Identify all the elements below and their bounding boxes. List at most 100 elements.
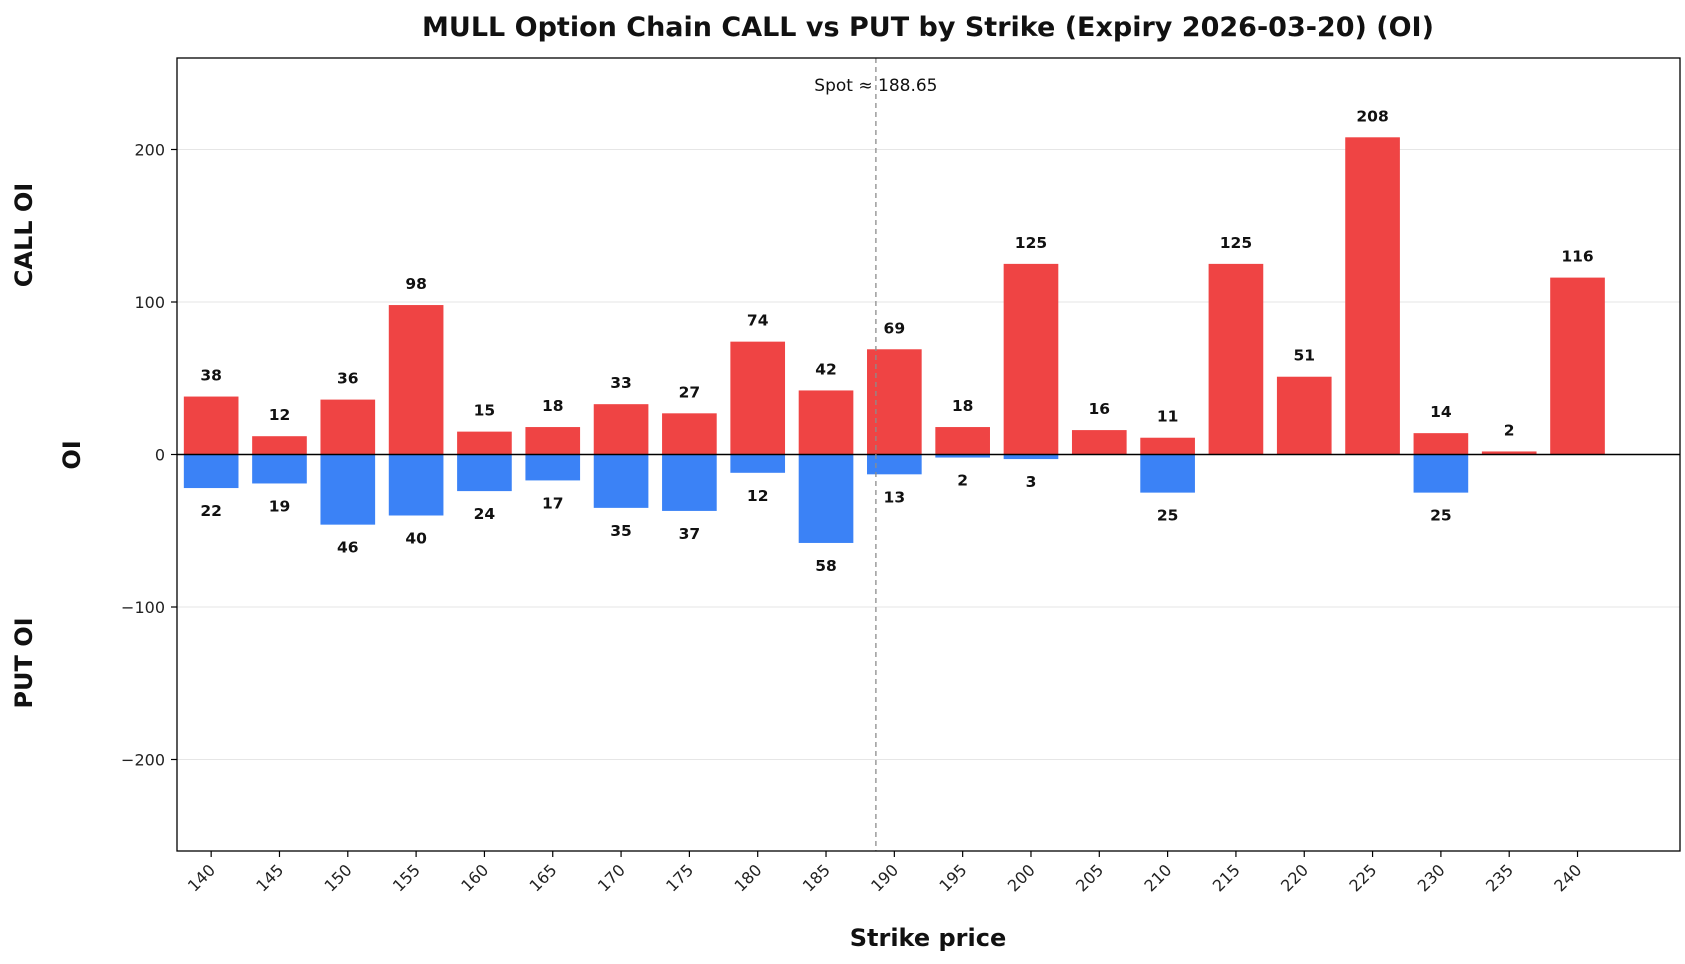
x-tick-label: 200 bbox=[1004, 860, 1039, 895]
put-bar bbox=[320, 454, 376, 525]
x-tick-label: 155 bbox=[389, 860, 424, 895]
put-value-label: 46 bbox=[337, 539, 359, 557]
call-value-label: 33 bbox=[610, 374, 632, 392]
put-value-label: 37 bbox=[679, 525, 701, 543]
put-value-label: 3 bbox=[1026, 473, 1037, 491]
x-tick-label: 145 bbox=[252, 860, 287, 895]
x-tick-label: 170 bbox=[594, 860, 629, 895]
chart-title: MULL Option Chain CALL vs PUT by Strike … bbox=[422, 12, 1434, 43]
put-value-label: 58 bbox=[815, 557, 837, 575]
call-value-label: 51 bbox=[1293, 347, 1315, 365]
y-axis-label: OI bbox=[58, 440, 86, 469]
call-bar bbox=[388, 305, 444, 455]
x-axis-label: Strike price bbox=[850, 924, 1007, 952]
call-value-label: 42 bbox=[815, 360, 837, 378]
call-bar bbox=[593, 404, 649, 455]
call-value-label: 36 bbox=[337, 370, 359, 388]
x-tick-label: 235 bbox=[1482, 860, 1517, 895]
put-bar bbox=[662, 454, 717, 511]
call-bar bbox=[935, 427, 990, 455]
y-tick-label: −100 bbox=[121, 598, 165, 617]
put-value-label: 17 bbox=[542, 494, 564, 512]
put-bar bbox=[1413, 454, 1469, 493]
y-tick-label: 200 bbox=[134, 141, 165, 160]
call-bar bbox=[252, 436, 307, 455]
x-tick-label: 225 bbox=[1345, 860, 1380, 895]
call-bar bbox=[662, 413, 717, 455]
call-value-label: 11 bbox=[1157, 408, 1179, 426]
x-tick-label: 220 bbox=[1277, 860, 1312, 895]
put-bar bbox=[525, 454, 581, 481]
call-bar bbox=[1071, 430, 1127, 455]
x-tick-label: 175 bbox=[662, 860, 697, 895]
put-bar bbox=[1003, 454, 1059, 460]
x-tick-label: 215 bbox=[1209, 860, 1244, 895]
call-value-label: 69 bbox=[884, 319, 906, 337]
x-tick-label: 150 bbox=[321, 860, 356, 895]
x-tick-label: 230 bbox=[1414, 860, 1449, 895]
put-value-label: 25 bbox=[1157, 507, 1179, 525]
call-bar bbox=[798, 390, 854, 455]
call-value-label: 38 bbox=[200, 367, 222, 385]
put-bar bbox=[935, 454, 990, 458]
call-value-label: 12 bbox=[269, 406, 291, 424]
call-value-label: 98 bbox=[405, 275, 427, 293]
put-bar bbox=[457, 454, 512, 492]
x-tick-label: 190 bbox=[867, 860, 902, 895]
call-value-label: 125 bbox=[1220, 234, 1252, 252]
call-value-label: 116 bbox=[1561, 248, 1593, 266]
call-value-label: 14 bbox=[1430, 403, 1452, 421]
y-axis-label-put: PUT OI bbox=[10, 617, 38, 708]
call-value-label: 27 bbox=[679, 383, 701, 401]
spot-label: Spot ≈ 188.65 bbox=[814, 76, 937, 96]
call-bar bbox=[867, 349, 922, 455]
call-bar bbox=[1345, 137, 1400, 455]
put-value-label: 40 bbox=[405, 530, 427, 548]
x-tick-label: 160 bbox=[457, 860, 492, 895]
call-value-label: 15 bbox=[474, 402, 496, 420]
x-tick-label: 205 bbox=[1072, 860, 1107, 895]
x-tick-label: 180 bbox=[730, 860, 765, 895]
put-value-label: 25 bbox=[1430, 507, 1452, 525]
call-value-label: 208 bbox=[1356, 107, 1388, 125]
put-value-label: 13 bbox=[884, 488, 906, 506]
call-value-label: 125 bbox=[1015, 234, 1047, 252]
call-bar bbox=[1550, 277, 1605, 455]
put-bar bbox=[593, 454, 649, 508]
y-axis-label-call: CALL OI bbox=[10, 183, 38, 287]
put-bar bbox=[730, 454, 786, 473]
call-bar bbox=[183, 396, 239, 455]
put-bar bbox=[388, 454, 444, 516]
y-tick-label: 100 bbox=[134, 293, 165, 312]
x-tick-label: 165 bbox=[526, 860, 561, 895]
y-tick-label: −200 bbox=[121, 751, 165, 770]
call-value-label: 74 bbox=[747, 312, 769, 330]
x-tick-label: 185 bbox=[799, 860, 834, 895]
call-value-label: 2 bbox=[1504, 421, 1515, 439]
x-tick-label: 195 bbox=[935, 860, 970, 895]
put-value-label: 19 bbox=[269, 497, 291, 515]
put-value-label: 24 bbox=[474, 505, 496, 523]
call-bar bbox=[1276, 376, 1332, 455]
call-bar bbox=[1481, 451, 1537, 455]
call-bar bbox=[457, 431, 512, 455]
x-tick-label: 240 bbox=[1550, 860, 1585, 895]
call-bar bbox=[1003, 263, 1059, 455]
call-bar bbox=[1140, 437, 1195, 455]
x-tick-label: 140 bbox=[184, 860, 219, 895]
x-tick-label: 210 bbox=[1140, 860, 1175, 895]
put-value-label: 22 bbox=[200, 502, 222, 520]
call-bar bbox=[730, 341, 786, 455]
y-tick-label: 0 bbox=[155, 446, 165, 465]
put-bar bbox=[867, 454, 922, 475]
call-bar bbox=[320, 399, 376, 455]
put-bar bbox=[183, 454, 239, 489]
put-value-label: 2 bbox=[957, 472, 968, 490]
put-bar bbox=[252, 454, 307, 484]
call-value-label: 18 bbox=[952, 397, 974, 415]
call-value-label: 18 bbox=[542, 397, 564, 415]
put-value-label: 35 bbox=[610, 522, 632, 540]
call-bar bbox=[1413, 433, 1469, 455]
